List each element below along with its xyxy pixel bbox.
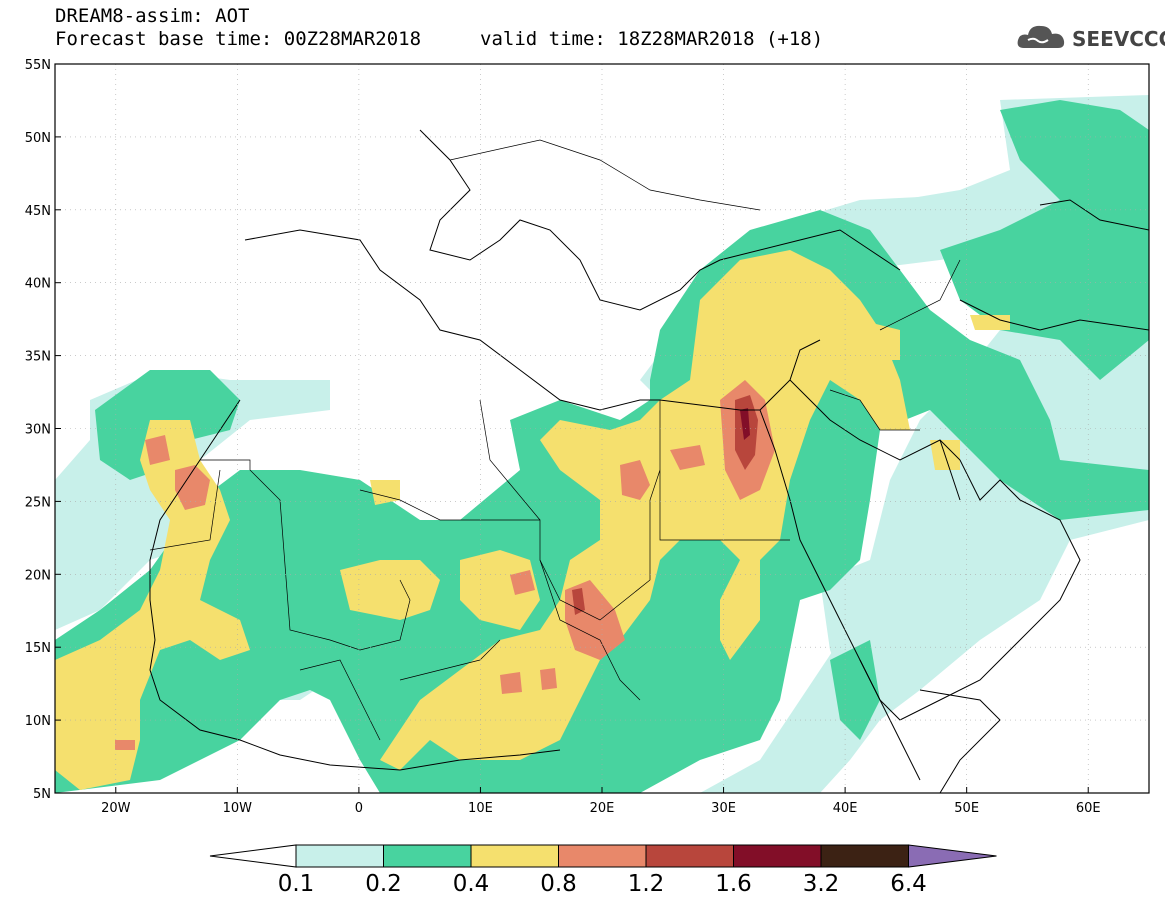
logo-text: SEEVCCC bbox=[1072, 27, 1165, 51]
lat-tick-label: 45N bbox=[25, 204, 51, 219]
lat-tick-label: 25N bbox=[25, 495, 51, 510]
colorbar-swatch bbox=[558, 844, 647, 868]
colorbar-level-label: 1.2 bbox=[627, 871, 665, 897]
colorbar-over-triangle bbox=[908, 844, 997, 868]
lat-tick-label: 35N bbox=[25, 350, 51, 365]
lat-tick-label: 15N bbox=[25, 641, 51, 656]
colorbar-level-label: 0.1 bbox=[277, 871, 315, 897]
colorbar-swatch bbox=[295, 844, 384, 868]
forecast-base-time: Forecast base time: 00Z28MAR2018 bbox=[55, 28, 422, 50]
aot-contour-0-8 bbox=[115, 380, 775, 750]
colorbar-level-label: 0.4 bbox=[452, 871, 490, 897]
colorbar-swatch bbox=[820, 844, 909, 868]
colorbar-swatch bbox=[733, 844, 822, 868]
colorbar-under-triangle bbox=[209, 844, 297, 868]
lat-tick-label: 20N bbox=[25, 568, 51, 583]
lat-tick-label: 55N bbox=[25, 58, 51, 73]
lon-tick-label: 10W bbox=[223, 801, 253, 816]
colorbar-swatch bbox=[645, 844, 734, 868]
colorbar-swatch bbox=[383, 844, 472, 868]
valid-time: valid time: 18Z28MAR2018 (+18) bbox=[480, 28, 824, 50]
lon-tick-label: 10E bbox=[468, 801, 493, 816]
lon-tick-label: 30E bbox=[711, 801, 736, 816]
colorbar-swatch bbox=[470, 844, 559, 868]
colorbar bbox=[209, 844, 997, 868]
lat-tick-label: 30N bbox=[25, 423, 51, 438]
lon-tick-label: 0 bbox=[355, 801, 363, 816]
borders bbox=[149, 139, 961, 741]
colorbar-level-label: 6.4 bbox=[890, 871, 927, 897]
lon-tick-label: 20W bbox=[101, 801, 131, 816]
seevccc-logo: SEEVCCC bbox=[1016, 18, 1165, 54]
cloud-icon bbox=[1017, 25, 1065, 48]
lat-tick-label: 50N bbox=[25, 131, 51, 146]
axis-ticks: 55N 50N 45N 40N 35N 30N 25N 20N 15N 10N 5N 20W 10W 0 1… bbox=[25, 58, 1101, 816]
colorbar-level-label: 0.2 bbox=[365, 871, 402, 897]
lat-tick-label: 40N bbox=[25, 277, 51, 292]
colorbar-level-label: 0.8 bbox=[540, 871, 577, 897]
aot-contour-0-4 bbox=[55, 250, 1010, 790]
colorbar-level-label: 3.2 bbox=[802, 871, 840, 897]
map-title: DREAM8-assim: AOT bbox=[55, 5, 250, 27]
lon-tick-label: 40E bbox=[833, 801, 858, 816]
lon-tick-label: 60E bbox=[1076, 801, 1101, 816]
lon-tick-label: 50E bbox=[954, 801, 979, 816]
lat-tick-label: 10N bbox=[25, 714, 51, 729]
colorbar-level-label: 1.6 bbox=[715, 871, 752, 897]
aot-contour-1-6 bbox=[740, 408, 750, 440]
lon-tick-label: 20E bbox=[590, 801, 615, 816]
lat-tick-label: 5N bbox=[33, 787, 51, 802]
